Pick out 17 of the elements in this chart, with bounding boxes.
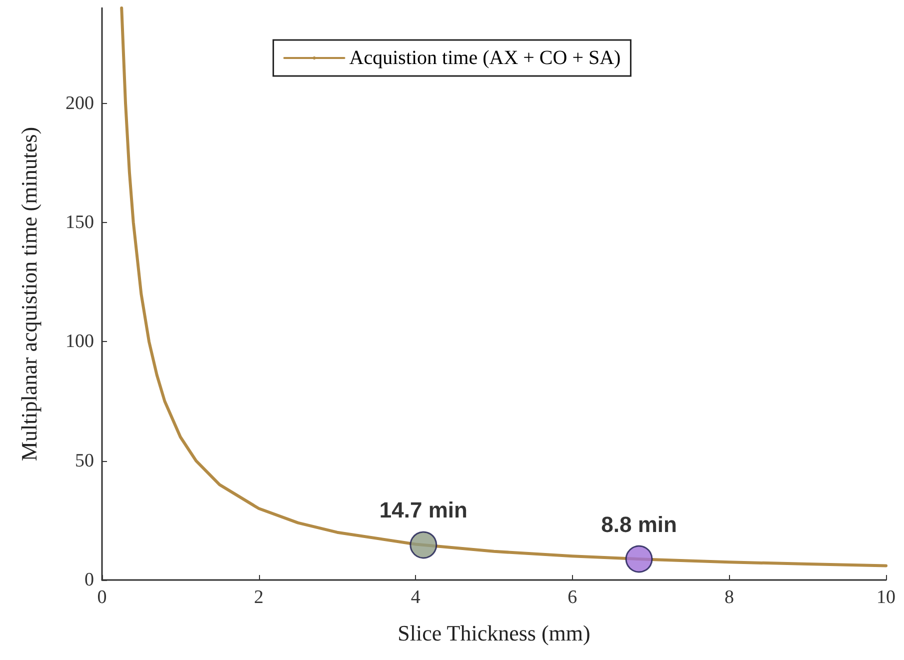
y-tick-label: 50 <box>75 450 94 472</box>
data-label: 14.7 min <box>379 498 468 523</box>
y-tick-label: 100 <box>66 331 94 352</box>
x-axis-title: Slice Thickness (mm) <box>398 620 590 646</box>
line-series <box>120 6 888 568</box>
y-tick-label: 0 <box>84 570 94 590</box>
x-tick-label: 8 <box>724 587 734 608</box>
x-tick-label: 4 <box>410 587 421 608</box>
x-tick-label: 2 <box>254 587 264 608</box>
x-tick-label: 0 <box>97 587 107 608</box>
x-tick-label: 6 <box>568 587 578 608</box>
y-axis-title: Multiplanar acquistion time (minutes) <box>16 126 42 462</box>
y-tick-label: 150 <box>66 212 94 233</box>
x-tick-label: 10 <box>876 587 896 608</box>
data-label: 8.8 min <box>601 512 677 537</box>
legend-label: Acquistion time (AX + CO + SA) <box>349 47 621 69</box>
y-tick-label: 200 <box>66 92 94 114</box>
